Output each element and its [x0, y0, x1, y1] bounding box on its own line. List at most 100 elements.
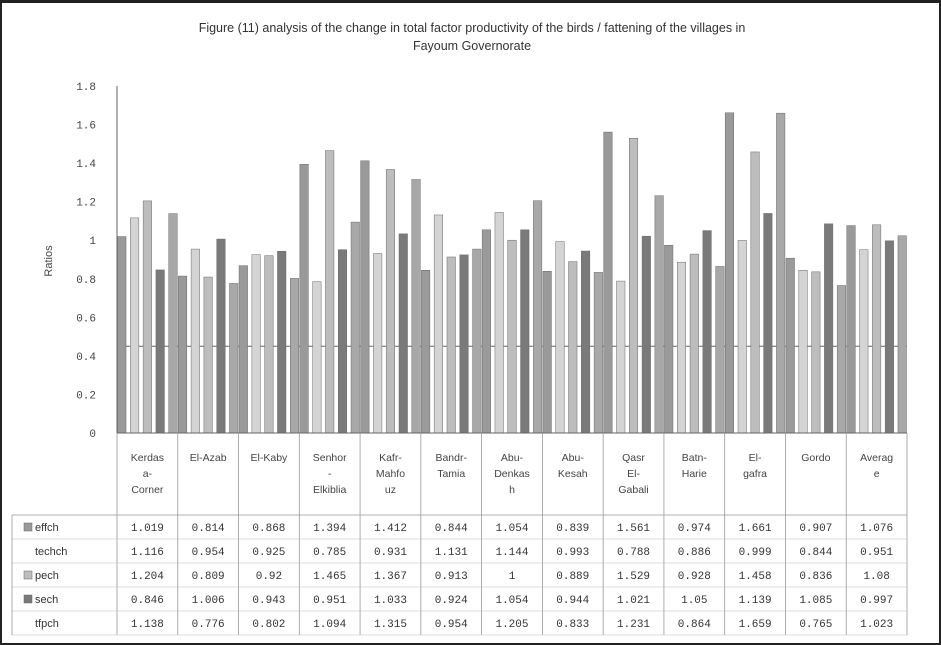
- bar-tfpch: [350, 221, 360, 434]
- bar-sech: [398, 233, 408, 434]
- bar-tfpch: [836, 285, 846, 434]
- table-value: 1.139: [739, 595, 772, 607]
- table-value: 1.205: [495, 619, 528, 631]
- series-name-tfpch: tfpch: [35, 618, 59, 630]
- table-value: 1: [509, 571, 516, 583]
- bar-sech: [581, 250, 591, 434]
- x-category-label: Senhor: [313, 452, 347, 464]
- bar-pech: [203, 276, 213, 434]
- bar-effch: [481, 229, 491, 434]
- bar-pech: [811, 271, 821, 434]
- x-category-label: Harie: [682, 468, 707, 480]
- table-value: 1.054: [495, 523, 528, 535]
- bar-tfpch: [533, 200, 543, 434]
- bar-tfpch: [776, 112, 786, 434]
- legend-key-pech: [23, 570, 33, 580]
- bar-pech: [872, 224, 882, 434]
- bar-effch: [238, 265, 248, 434]
- table-value: 0.993: [556, 547, 589, 559]
- x-category-label: Gordo: [801, 452, 830, 464]
- table-value: 0.836: [799, 571, 832, 583]
- table-value: 0.765: [799, 619, 832, 631]
- x-category-label: El-Azab: [190, 452, 227, 464]
- table-value: 0.954: [435, 619, 468, 631]
- table-value: 1.138: [131, 619, 164, 631]
- table-value: 0.92: [256, 571, 282, 583]
- table-value: 1.659: [739, 619, 772, 631]
- y-tick-label: 1.6: [76, 121, 96, 133]
- bar-sech: [216, 238, 226, 434]
- bar-sech: [520, 229, 530, 434]
- bar-pech: [507, 239, 517, 434]
- series-name-sech: sech: [35, 594, 58, 606]
- x-category-label: El-: [749, 452, 762, 464]
- x-category-label: Tamia: [437, 468, 465, 480]
- bar-techch: [737, 240, 747, 434]
- table-value: 0.802: [252, 619, 285, 631]
- y-tick-label: 0.2: [76, 390, 96, 402]
- bar-chart: Ratios 0 0.2 0.4 0.6 0.8 1 1.2 1.4 1.6 1.8 Kerdas a-…: [11, 82, 908, 636]
- bar-effch: [299, 164, 309, 434]
- bar-effch: [178, 275, 188, 434]
- chart-title-line-1: Figure (11) analysis of the change in to…: [198, 21, 746, 35]
- table-value: 1.231: [617, 619, 650, 631]
- y-axis-label: Ratios: [43, 245, 55, 277]
- bar-effch: [603, 131, 613, 434]
- table-value: 0.944: [556, 595, 589, 607]
- table-value: 0.839: [556, 523, 589, 535]
- table-value: 1.019: [131, 523, 164, 535]
- bar-techch: [616, 280, 626, 434]
- series-name-pech: pech: [35, 570, 59, 582]
- y-tick-label: 0.8: [76, 275, 96, 287]
- legend-key-sech: [23, 594, 33, 604]
- table-value: 1.085: [799, 595, 832, 607]
- chart-title: Figure (11) analysis of the change in to…: [42, 19, 902, 55]
- bar-tfpch: [472, 248, 482, 434]
- chart-title-line-2: Fayoum Governorate: [412, 39, 532, 53]
- table-value: 1.367: [374, 571, 407, 583]
- bar-tfpch: [290, 278, 300, 434]
- table-value: 0.864: [678, 619, 711, 631]
- bar-tfpch: [654, 195, 664, 434]
- bar-pech: [568, 261, 578, 434]
- x-category-label: Abu-: [501, 452, 524, 464]
- table-value: 0.868: [252, 523, 285, 535]
- table-value: 1.458: [739, 571, 772, 583]
- y-tick-label: 1.8: [76, 82, 96, 94]
- x-category-label: Bandr-: [435, 452, 467, 464]
- x-category-label: Elkiblia: [313, 484, 346, 496]
- x-category-label: -: [328, 468, 332, 480]
- table-value: 1.094: [313, 619, 346, 631]
- bar-techch: [312, 281, 322, 434]
- bar-tfpch: [229, 283, 239, 434]
- table-value: 1.561: [617, 523, 650, 535]
- table-value: 0.928: [678, 571, 711, 583]
- table-value: 0.954: [192, 547, 225, 559]
- table-value: 1.054: [495, 595, 528, 607]
- table-value: 0.844: [799, 547, 832, 559]
- bar-pech: [385, 169, 395, 434]
- x-category-label: Denkas: [494, 468, 530, 480]
- x-category-label: a-: [143, 468, 153, 480]
- y-tick-label: 1.4: [76, 159, 96, 171]
- bar-sech: [277, 250, 287, 434]
- bar-pech: [446, 256, 456, 434]
- bar-effch: [360, 160, 370, 434]
- bar-techch: [190, 248, 200, 434]
- table-value: 0.814: [192, 523, 225, 535]
- bar-tfpch: [411, 179, 421, 434]
- bar-sech: [337, 249, 347, 434]
- x-category-label: Qasr: [622, 452, 645, 464]
- bar-effch: [785, 257, 795, 434]
- y-tick-label: 0: [89, 429, 96, 441]
- table-value: 0.776: [192, 619, 225, 631]
- x-category-label: El-Kaby: [251, 452, 289, 464]
- table-value: 1.204: [131, 571, 164, 583]
- table-value: 0.788: [617, 547, 650, 559]
- bar-pech: [264, 255, 274, 434]
- table-value: 1.465: [313, 571, 346, 583]
- x-category-label: Gabali: [618, 484, 648, 496]
- bar-sech: [702, 230, 712, 434]
- table-value: 0.886: [678, 547, 711, 559]
